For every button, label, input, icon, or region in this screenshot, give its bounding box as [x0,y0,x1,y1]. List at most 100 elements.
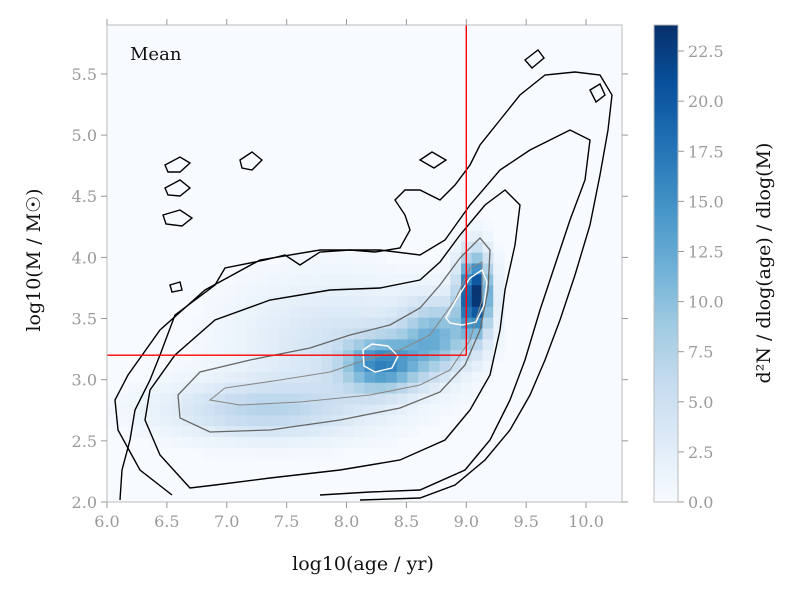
heatmap-cell [353,328,366,340]
colorbar-gradient [653,24,679,503]
heatmap-cell [214,404,226,416]
heatmap-cell [493,296,505,308]
heatmap-cell [343,285,355,297]
heatmap-cell [343,415,355,427]
heatmap-cell [310,382,323,395]
heatmap-cell [225,296,237,308]
heatmap-cell [300,263,312,275]
heatmap-cell [289,285,301,297]
heatmap-cell [375,296,387,308]
y-tick-label: 5.5 [72,65,97,84]
heatmap-cell [300,415,312,427]
heatmap-cell [257,426,269,438]
heatmap-cell [300,371,312,384]
heatmap-cell [428,263,441,275]
heatmap-cell [278,285,290,297]
heatmap-cell [396,393,409,406]
heatmap-cell [375,361,387,373]
heatmap-cell [364,382,376,395]
heatmap-cell [235,306,248,319]
heatmap-cell [332,252,344,265]
y-tick-label: 4.0 [72,248,97,267]
heatmap-cell [267,371,280,384]
heatmap-cell [300,306,312,319]
heatmap-cell [375,285,387,297]
contour-island-5 [418,151,448,169]
heatmap-cell [321,404,333,416]
heatmap-cell [310,361,323,373]
heatmap-cell [439,382,451,395]
heatmap-cell [396,263,409,275]
heatmap-cell [407,404,419,416]
heatmap-cell [246,263,258,275]
heatmap-cell [160,415,172,427]
heatmap-cell [321,426,333,438]
heatmap-cell [203,436,215,449]
heatmap-cell [267,447,280,460]
heatmap-cell [375,317,387,330]
heatmap-cell [203,382,215,395]
contour-white-peak-1 [362,343,399,373]
heatmap-cell [353,285,366,297]
reference-lines [107,25,468,356]
heatmap-cell [192,415,205,427]
heatmap-cell [343,328,355,340]
heatmap-cell [310,436,323,449]
heatmap-cell [203,447,215,460]
heatmap-cell [171,426,183,438]
heatmap-cell [385,263,398,275]
heatmap-cell [364,296,376,308]
heatmap-cell [407,371,419,384]
heatmap-cell [332,263,344,275]
heatmap-cell [471,371,484,384]
heatmap-cell [375,426,387,438]
heatmap-cell [300,436,312,449]
heatmap-cell [267,339,280,351]
heatmap-cell [300,382,312,395]
heatmap-cell [182,426,194,438]
heatmap-cell [353,426,366,438]
heatmap-cell [182,393,194,406]
heatmap-cell [471,350,484,362]
heatmap-cell [321,339,333,351]
heatmap-cell [310,263,323,275]
heatmap-cell [310,404,323,416]
heatmap-cell [332,296,344,308]
heatmap-cell [396,328,409,340]
heatmap-cell [246,447,258,460]
heatmap-cell [418,296,430,308]
heatmap-cell [396,404,409,416]
heatmap-cell [310,274,323,286]
heatmap-cell [418,415,430,427]
heatmap-cell [310,350,323,362]
heatmap-cell [225,350,237,362]
heatmap-cell [235,274,248,286]
y-tick-label: 5.0 [72,126,97,145]
heatmap-cell [149,426,162,438]
heatmap-cell [407,296,419,308]
heatmap-cell [439,404,451,416]
heatmap-cell [246,361,258,373]
heatmap-cell [235,404,248,416]
heatmap-cell [450,306,462,319]
heatmap-cell [375,306,387,319]
heatmap-cell [321,263,333,275]
heatmap-cell [407,274,419,286]
heatmap-cell [385,350,398,362]
heatmap-cell [235,285,248,297]
heatmap-cell [321,371,333,384]
heatmap-cell [332,447,344,460]
heatmap-cell [171,361,183,373]
heatmap-cell [149,404,162,416]
heatmap-cell [289,317,301,330]
heatmap-cell [160,382,172,395]
heatmap-cell [214,296,226,308]
heatmap-cell [235,339,248,351]
heatmap-cell [332,339,344,351]
heatmap-cell [471,339,484,351]
heatmap-cell [375,328,387,340]
heatmap-cell [192,339,205,351]
heatmap-cell [396,361,409,373]
heatmap-cell [310,339,323,351]
heatmap-cell [321,415,333,427]
